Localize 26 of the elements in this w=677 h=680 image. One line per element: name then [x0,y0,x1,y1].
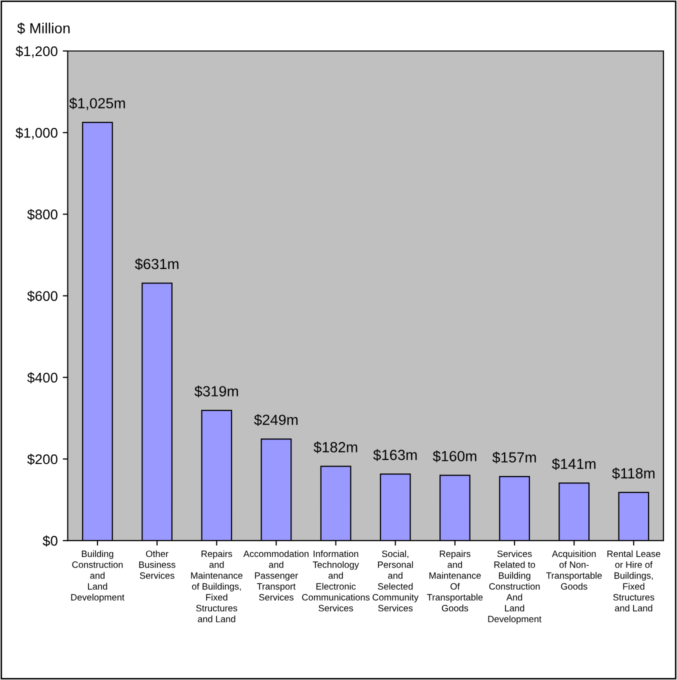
x-tick-label: Rental Lease or Hire of Buildings, Fixed Structures and Land [607,550,660,612]
x-tick-label: Building Construction and Land Development [71,550,124,602]
x-tick-label: Services Related to Building Construction And Land Development [488,550,542,624]
y-tick-label: $1,000 [16,127,58,140]
y-axis-title: $ Million [17,22,70,34]
data-label: $182m [314,441,358,454]
y-tick-label: $200 [27,454,58,465]
x-tick-label: Acquisition of Non- Transportable Goods [546,550,602,590]
y-tick-label: $400 [27,372,58,384]
data-label: $631m [134,258,178,270]
data-label: $249m [254,414,298,426]
x-tick-label: Social, Personal and Selected Community Services [372,550,419,612]
x-tick-label: Other Business Services [139,550,176,579]
y-tick-label: $1,200 [16,46,58,58]
data-label: $141m [552,458,596,470]
x-tick-label: Repairs and Maintenance Of Transportable Goods [427,550,483,612]
data-label: $160m [432,450,476,462]
x-tick-label: Repairs and Maintenance of Buildings, Fixed Structures and Land [191,550,242,622]
data-label: $319m [194,386,238,398]
data-label: $1,025m [69,97,125,110]
y-tick-label: $800 [27,208,58,220]
y-tick-label: $0 [42,535,58,547]
data-label: $157m [492,452,536,464]
data-label: $163m [373,449,417,461]
data-label: $118m [612,468,654,480]
y-tick-label: $600 [27,290,58,302]
